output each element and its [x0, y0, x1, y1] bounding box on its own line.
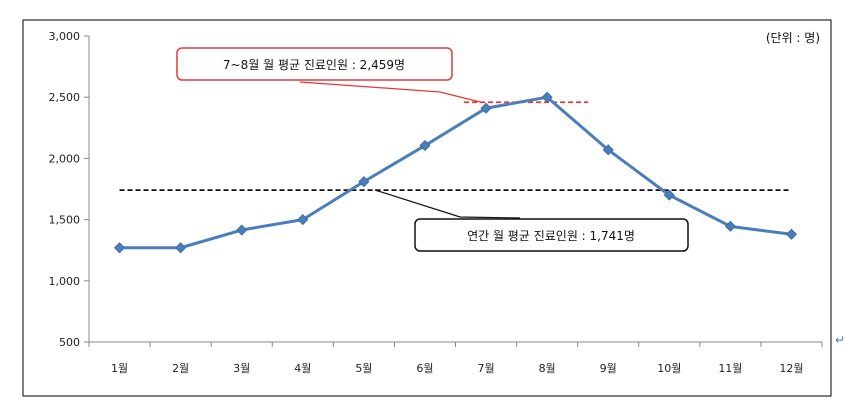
y-tick-label: 2,000	[49, 152, 81, 165]
reference-lines	[119, 101, 792, 192]
data-point-11월	[724, 220, 736, 232]
data-point-1월	[113, 242, 126, 254]
annual-callout-pointer	[374, 189, 521, 219]
annual-callout-text: 연간 월 평균 진료인원 : 1,741명	[467, 229, 635, 243]
y-tick-label: 3,000	[49, 30, 81, 43]
x-tick-label: 11월	[718, 362, 742, 375]
data-point-4월	[297, 214, 309, 226]
data-point-3월	[236, 224, 248, 236]
x-tick-label: 5월	[355, 362, 372, 375]
x-tick-label: 6월	[416, 362, 433, 375]
data-point-2월	[175, 242, 187, 254]
data-point-7월	[480, 102, 492, 114]
x-tick-label: 3월	[233, 362, 250, 375]
summer-callout-box	[176, 47, 453, 81]
x-tick-label: 7월	[477, 362, 494, 375]
y-tick-label: 2,500	[49, 91, 81, 104]
data-point-5월	[358, 176, 370, 188]
y-tick-label: 500	[59, 336, 80, 349]
summer-callout-text: 7~8월 월 평균 진료인원 : 2,459명	[223, 58, 405, 72]
data-point-8월	[541, 91, 553, 103]
x-tick-label: 8월	[539, 362, 556, 375]
x-axis: 1월 2월 3월 4월 5월 6월 7월 8월 9월 10월 11월 12월	[88, 341, 823, 375]
x-tick-label: 1월	[111, 362, 128, 375]
unit-label: (단위 : 명)	[766, 31, 820, 45]
y-tick-label: 1,000	[49, 275, 81, 288]
y-tick-label: 1,500	[49, 214, 81, 227]
summer-callout-pointer	[299, 81, 481, 103]
data-point-10월	[663, 189, 675, 201]
x-tick-label: 12월	[779, 362, 803, 375]
y-axis: 500 1,000 1,500 2,000 2,500 3,000	[49, 30, 90, 349]
return-mark: ↵	[835, 333, 845, 347]
series-line	[119, 95, 792, 250]
data-point-6월	[419, 139, 431, 152]
x-tick-label: 4월	[294, 362, 311, 375]
data-point-9월	[602, 144, 614, 156]
series-layer	[113, 91, 798, 254]
data-point-12월	[785, 228, 798, 240]
x-tick-label: 9월	[600, 362, 617, 375]
annual-callout-box	[414, 218, 689, 252]
x-tick-label: 2월	[172, 362, 189, 375]
x-tick-label: 10월	[657, 362, 681, 375]
